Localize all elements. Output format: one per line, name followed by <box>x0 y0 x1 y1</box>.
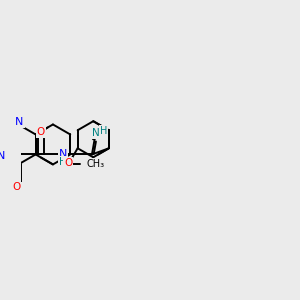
Text: N: N <box>0 151 6 160</box>
Text: N: N <box>59 149 68 159</box>
Text: O: O <box>13 182 21 192</box>
Text: N: N <box>15 117 24 127</box>
Text: N: N <box>92 128 99 138</box>
Text: H: H <box>59 157 67 167</box>
Text: O: O <box>64 158 72 168</box>
Text: CH₃: CH₃ <box>86 159 105 169</box>
Text: O: O <box>37 127 45 137</box>
Text: H: H <box>100 126 108 136</box>
